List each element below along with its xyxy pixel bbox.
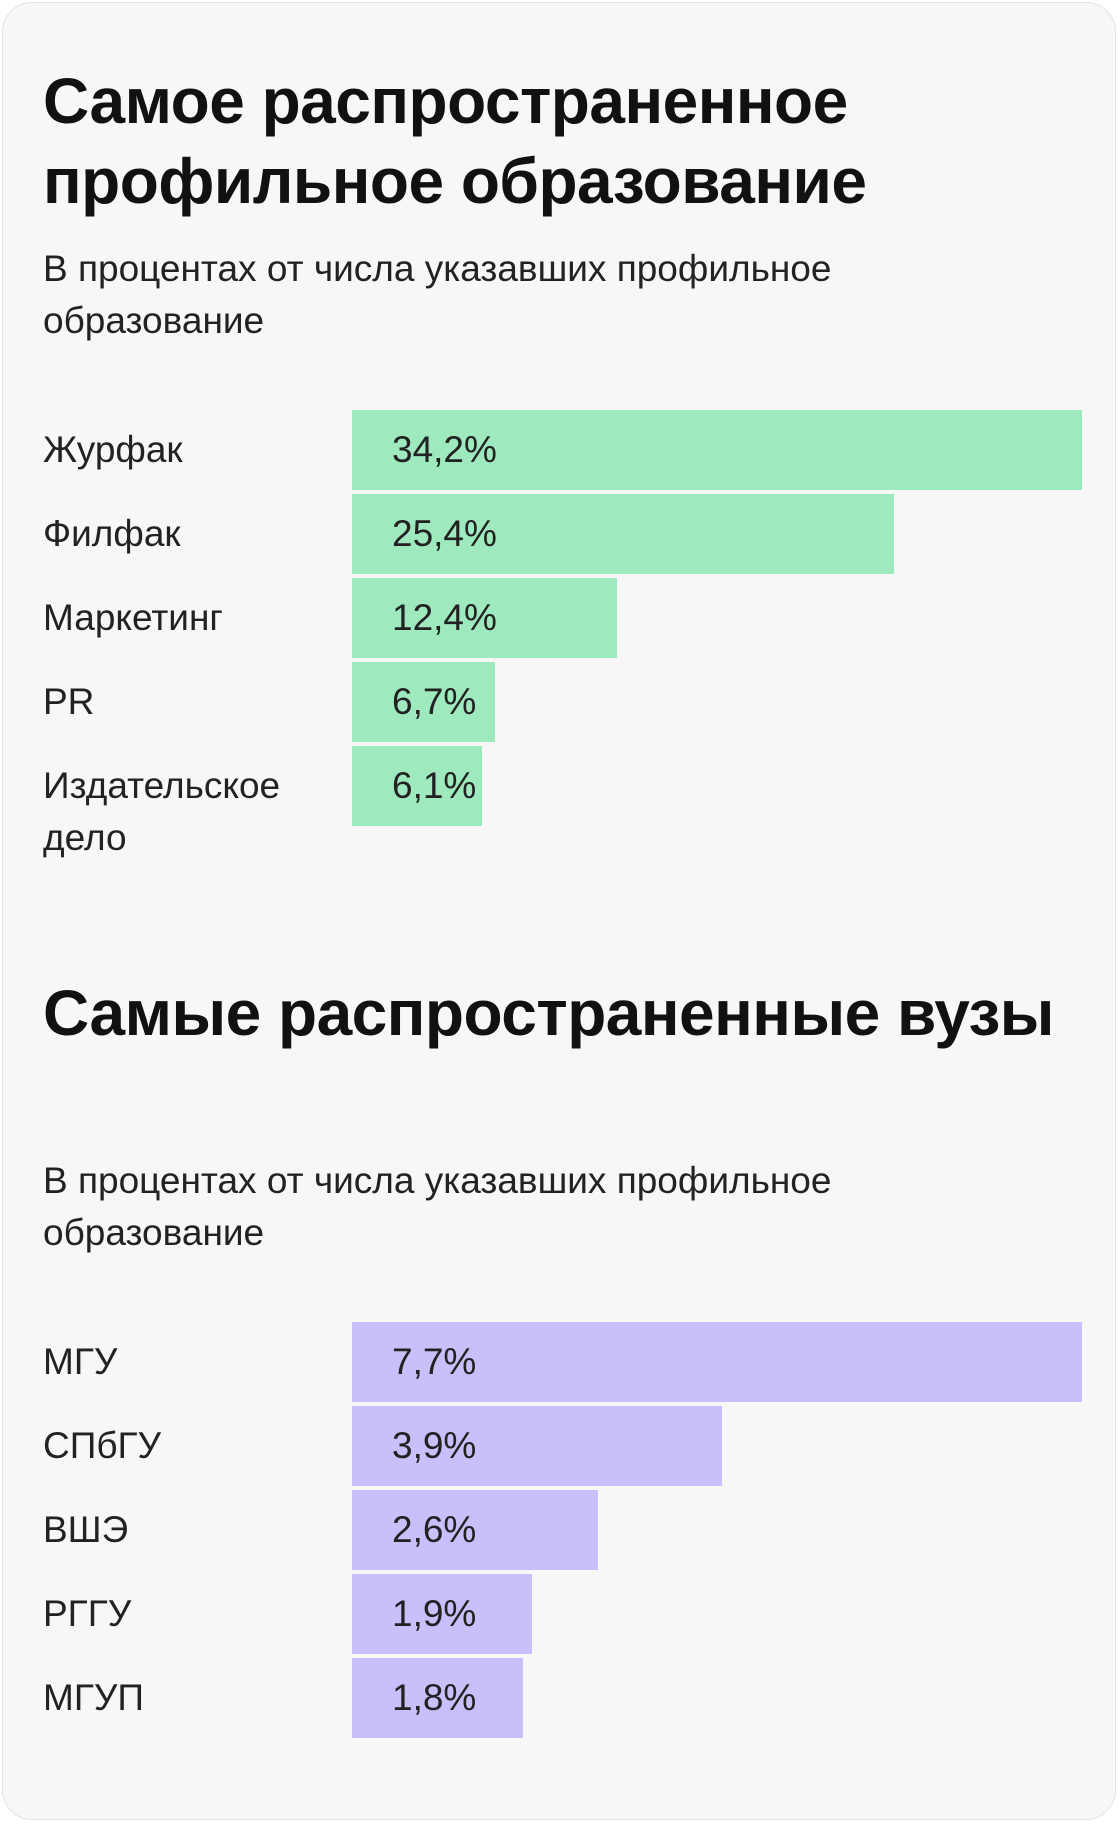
category-label: PR — [43, 681, 95, 722]
data-label: 25,4% — [392, 513, 497, 554]
category-label: Журфак — [43, 429, 183, 470]
category-label: МГУП — [43, 1677, 144, 1718]
data-label: 7,7% — [392, 1341, 477, 1382]
chart-1-subtitle: В процентах от числа указавших профильно… — [43, 248, 832, 341]
bar — [352, 1406, 722, 1486]
chart-1-title: Самое распространенное профильное образо… — [43, 65, 867, 217]
category-label: Филфак — [43, 513, 181, 554]
bar — [352, 1574, 532, 1654]
bar — [352, 1322, 1082, 1402]
bar — [352, 578, 617, 658]
data-label: 6,1% — [392, 765, 477, 806]
data-label: 3,9% — [392, 1425, 477, 1466]
bar — [352, 1658, 523, 1738]
bar — [352, 1490, 598, 1570]
data-label: 34,2% — [392, 429, 497, 470]
category-label: МГУ — [43, 1341, 118, 1382]
data-label: 1,9% — [392, 1593, 477, 1634]
category-label: Маркетинг — [43, 597, 223, 638]
data-label: 1,8% — [392, 1677, 477, 1718]
category-label: ВШЭ — [43, 1509, 129, 1550]
data-label: 2,6% — [392, 1509, 477, 1550]
bar — [352, 746, 482, 826]
category-label: РГГУ — [43, 1593, 132, 1634]
bar — [352, 494, 894, 574]
chart-2-subtitle: В процентах от числа указавших профильно… — [43, 1160, 832, 1253]
bar — [352, 662, 495, 742]
data-label: 6,7% — [392, 681, 477, 722]
bar — [352, 410, 1082, 490]
category-label: Издательское дело — [43, 765, 281, 858]
category-label: СПбГУ — [43, 1425, 162, 1466]
chart-2-title: Самые распространенные вузы — [43, 977, 1054, 1049]
data-label: 12,4% — [392, 597, 497, 638]
